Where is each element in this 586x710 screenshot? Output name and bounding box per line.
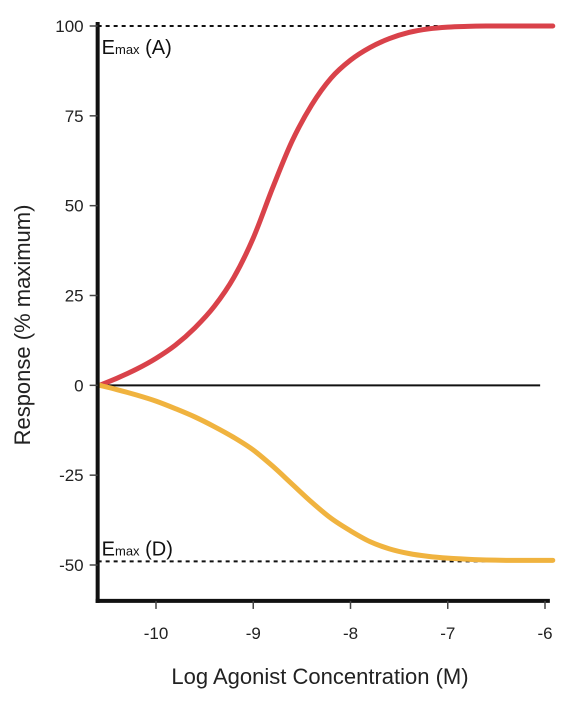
series-line-1 <box>97 382 556 563</box>
x-tick-label: -9 <box>246 624 261 643</box>
y-tick-label: 75 <box>65 107 84 126</box>
annotations: Emax (A) Emax (D) <box>102 37 173 560</box>
y-tick-label: 50 <box>65 197 84 216</box>
x-tick-label: -7 <box>440 624 455 643</box>
y-tick-label: 100 <box>55 17 83 36</box>
emax-label: Emax (A) <box>102 37 172 59</box>
emax-label: Emax (D) <box>102 538 173 560</box>
y-axis-title: Response (% maximum) <box>10 205 35 446</box>
x-tick-label: -6 <box>537 624 552 643</box>
y-tick-label: -50 <box>59 556 84 575</box>
x-axis-title: Log Agonist Concentration (M) <box>171 664 468 689</box>
reference-lines <box>97 25 550 563</box>
axes <box>95 22 550 603</box>
ticks: 100 75 50 25 0 -25 -50 -10 -9 -8 -7 -6 <box>55 17 552 643</box>
series-lines <box>97 23 556 563</box>
series-line-0 <box>97 23 556 388</box>
y-tick-label: -25 <box>59 466 84 485</box>
x-tick-label: -10 <box>144 624 169 643</box>
x-tick-label: -8 <box>343 624 358 643</box>
y-tick-label: 25 <box>65 287 84 306</box>
y-tick-label: 0 <box>74 376 83 395</box>
